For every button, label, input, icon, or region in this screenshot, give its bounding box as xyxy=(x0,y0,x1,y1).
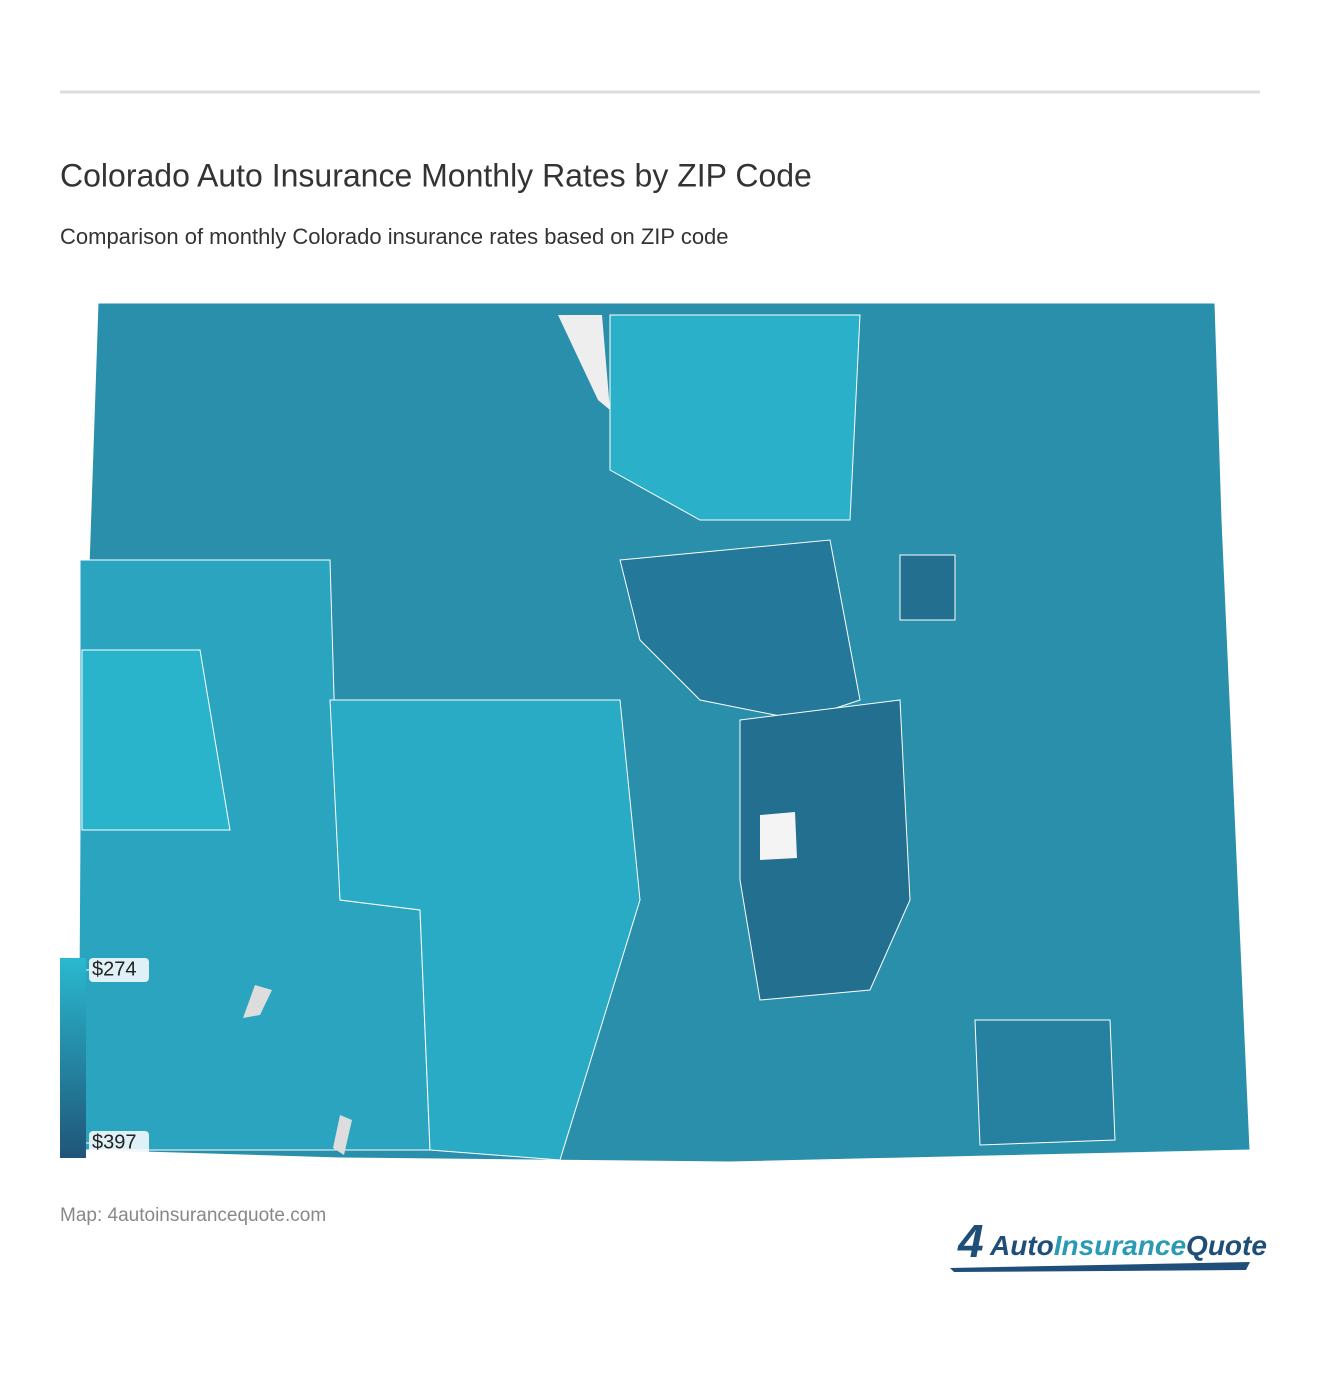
logo-name: AutoInsuranceQuote xyxy=(989,1230,1267,1261)
logo-part: Insurance xyxy=(1054,1230,1186,1261)
no-data xyxy=(333,1115,352,1155)
springs-region xyxy=(739,699,911,1001)
legend-label-bg xyxy=(89,1131,149,1155)
west-region xyxy=(81,649,231,831)
no-data xyxy=(760,812,797,860)
logo-swoosh xyxy=(950,1262,1250,1272)
legend-label: $274 xyxy=(92,958,137,980)
legend-label: $397 xyxy=(92,1131,137,1153)
logo-part: Auto xyxy=(989,1230,1054,1261)
title: Colorado Auto Insurance Monthly Rates by… xyxy=(60,157,812,193)
logo: 4 AutoInsuranceQuote xyxy=(950,1215,1267,1272)
zip-area xyxy=(899,554,956,621)
colorado-map xyxy=(77,302,1251,1163)
legend-bar xyxy=(60,958,86,1158)
no-data xyxy=(243,985,272,1018)
subtitle: Comparison of monthly Colorado insurance… xyxy=(60,224,729,249)
logo-part: Quote xyxy=(1186,1230,1267,1261)
southeast-region xyxy=(974,1019,1116,1146)
legend: $274 $397 xyxy=(60,958,149,1158)
north-region xyxy=(609,314,861,521)
source: Map: 4autoinsurancequote.com xyxy=(60,1205,326,1226)
no-data xyxy=(558,315,610,410)
central-region xyxy=(329,699,641,1161)
legend-label-bg xyxy=(89,958,149,982)
logo-mark: 4 xyxy=(957,1215,984,1267)
